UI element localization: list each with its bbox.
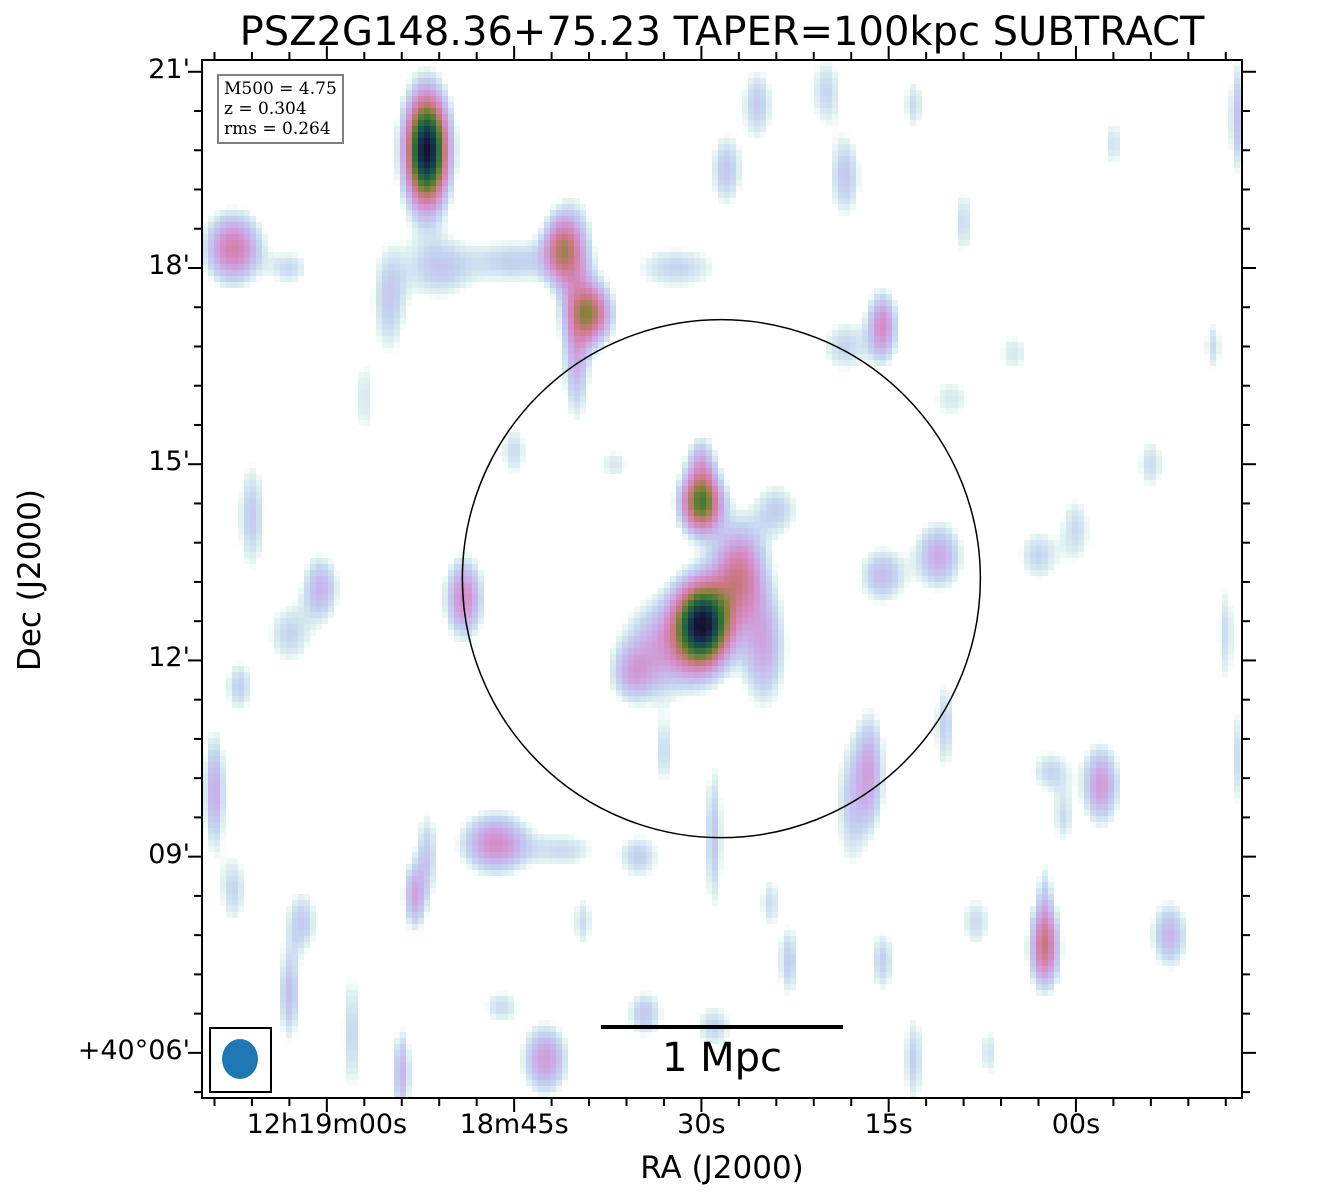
info-redshift: z = 0.304 [224, 99, 307, 119]
y-tick-label: 12' [148, 642, 190, 674]
beam-box [209, 1027, 272, 1093]
info-rms: rms = 0.264 [224, 119, 331, 139]
x-tick-label: 15s [864, 1109, 913, 1140]
y-tick-label: 09' [148, 838, 190, 870]
y-tick-label: +40°06' [77, 1034, 190, 1066]
radio-intensity-map [202, 60, 1242, 1098]
radio-map-frame [202, 60, 1242, 1098]
x-tick-label: 30s [677, 1109, 726, 1140]
scalebar-label: 1 Mpc [661, 1035, 783, 1081]
plot-title: PSZ2G148.36+75.23 TAPER=100kpc SUBTRACT [239, 9, 1205, 55]
y-tick-label: 15' [148, 446, 190, 478]
info-box: M500 = 4.75 z = 0.304 rms = 0.264 [217, 74, 344, 144]
x-tick-label: 12h19m00s [246, 1109, 408, 1140]
info-m500: M500 = 4.75 [224, 79, 337, 99]
x-axis-label: RA (J2000) [640, 1150, 804, 1186]
y-axis-label: Dec (J2000) [12, 488, 48, 672]
y-tick-label: 18' [148, 249, 190, 281]
x-tick-label: 00s [1051, 1109, 1101, 1140]
y-tick-label: 21' [148, 53, 190, 85]
x-tick-label: 18m45s [459, 1109, 569, 1140]
